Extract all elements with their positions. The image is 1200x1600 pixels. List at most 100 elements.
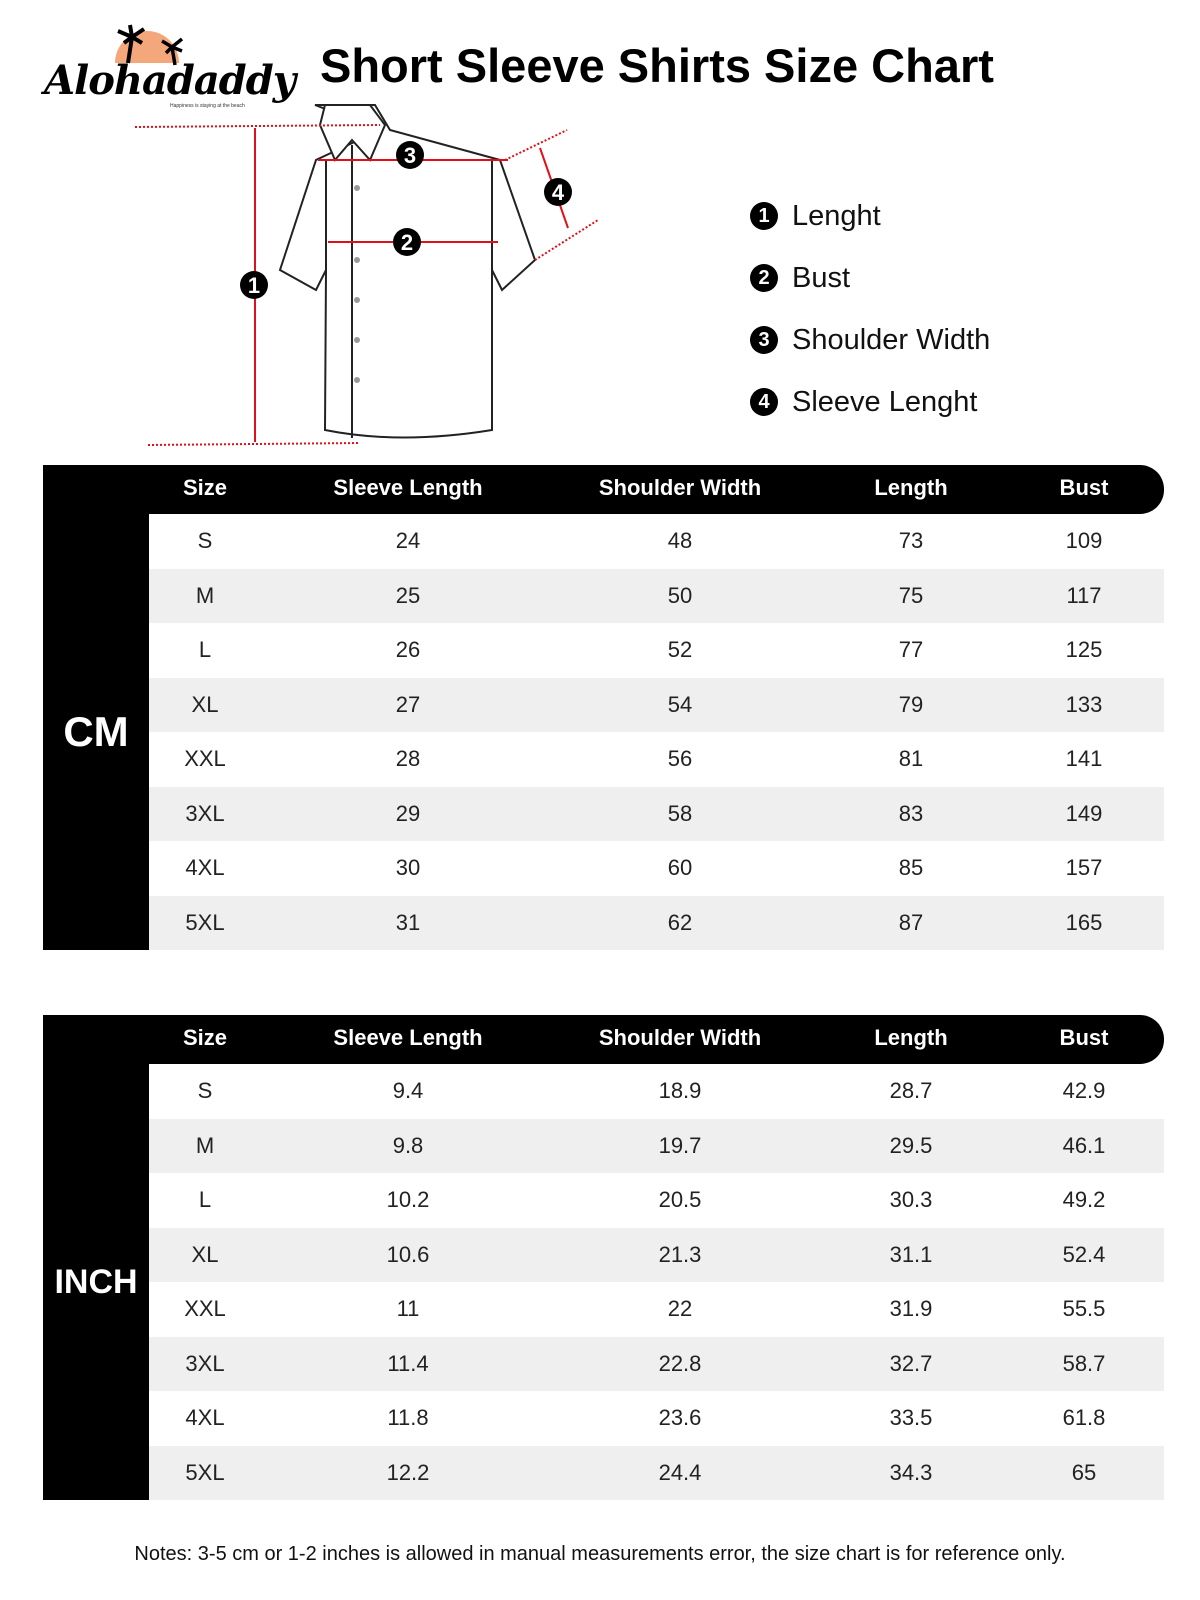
table-cell: 11 — [396, 1296, 420, 1321]
table-cell: M — [195, 1132, 215, 1158]
table-header: Size Sleeve Length Shoulder Width Length Bus… — [43, 465, 1164, 514]
table-cell: 52.4 — [1062, 1241, 1106, 1267]
table-cell: 19.7 — [658, 1132, 702, 1158]
column-header: Sleeve Length — [333, 1025, 483, 1050]
table-row: XL 10.6 21.3 31.1 52.4 — [149, 1227, 1164, 1282]
legend-item: 2 Bust — [750, 247, 990, 309]
number-icon: 1 — [750, 202, 778, 230]
marker-1: 1 — [248, 273, 260, 298]
notes: Notes: 3-5 cm or 1-2 inches is allowed i… — [134, 1543, 1066, 1565]
table-cell: 31 — [395, 909, 421, 935]
number-icon: 2 — [750, 264, 778, 292]
table-cell: 48 — [667, 528, 693, 553]
table-row: 3XL 11.4 22.8 32.7 58.7 — [149, 1336, 1164, 1391]
table-cell: L — [198, 637, 212, 662]
legend-label: Bust — [792, 261, 851, 294]
table-cell: 65 — [1071, 1459, 1097, 1485]
table-cell: 157 — [1065, 855, 1103, 880]
table-cell: 3XL — [185, 800, 225, 826]
table-cell: 75 — [898, 582, 924, 608]
table-cell: 4XL — [185, 855, 225, 880]
column-header: Length — [874, 475, 948, 500]
table-cell: 60 — [667, 855, 693, 880]
table-cell: 5XL — [185, 909, 225, 935]
table-row: M 9.8 19.7 29.5 46.1 — [149, 1118, 1164, 1173]
table-cell: 23.6 — [658, 1405, 702, 1430]
table-cell: 49.2 — [1062, 1187, 1106, 1212]
brand-tagline: Happiness is staying at the beach — [170, 103, 245, 109]
table-cell: 21.3 — [658, 1241, 702, 1267]
table-cell: 58.7 — [1062, 1350, 1106, 1376]
table-cell: 85 — [898, 855, 924, 880]
table-cell: 29.5 — [889, 1132, 933, 1158]
table-row: 5XL 12.2 24.4 34.3 65 — [149, 1445, 1164, 1500]
table-cell: 30.3 — [889, 1187, 933, 1212]
table-row: L 10.2 20.5 30.3 49.2 — [149, 1173, 1164, 1228]
brand-name: Alohadaddy — [44, 57, 296, 104]
page-title: Short Sleeve Shirts Size Chart — [320, 39, 994, 92]
table-cell: 4XL — [185, 1405, 225, 1430]
table-row: L 26 52 77 125 — [149, 623, 1164, 678]
table-cell: 27 — [395, 691, 421, 717]
table-cell: 54 — [667, 691, 693, 717]
table-header: Size Sleeve Length Shoulder Width Length Bus… — [43, 1015, 1164, 1064]
table-cell: 73 — [898, 528, 924, 553]
legend-item: 1 Lenght — [750, 185, 990, 247]
table-cell: 79 — [898, 691, 924, 717]
size-table-inch: Size Sleeve Length Shoulder Width Length Bus… — [43, 1015, 1164, 1500]
table-row: XXL 11 22 31.9 55.5 — [149, 1282, 1164, 1337]
table-cell: M — [195, 582, 215, 608]
table-cell: 10.6 — [386, 1241, 430, 1267]
table-cell: 12.2 — [386, 1459, 430, 1485]
shirt-diagram: 1 2 3 4 — [134, 104, 599, 446]
table-cell: 31.9 — [889, 1296, 933, 1321]
table-cell: 81 — [898, 746, 924, 771]
table-cell: S — [197, 1078, 213, 1103]
legend-label: Lenght — [792, 199, 881, 232]
table-row: S 9.4 18.9 28.7 42.9 — [149, 1064, 1164, 1119]
column-header: Size — [182, 475, 228, 500]
table-cell: 117 — [1066, 582, 1102, 608]
table-cell: 20.5 — [658, 1187, 702, 1212]
table-cell: 24 — [395, 528, 421, 553]
table-row: S 24 48 73 109 — [149, 514, 1164, 569]
number-icon: 4 — [750, 388, 778, 416]
table-cell: 46.1 — [1062, 1132, 1106, 1158]
table-row: 4XL 30 60 85 157 — [149, 841, 1164, 896]
table-cell: 9.4 — [392, 1078, 424, 1103]
table-cell: 10.2 — [386, 1187, 430, 1212]
table-cell: 125 — [1065, 637, 1103, 662]
legend-label: Shoulder Width — [792, 323, 991, 356]
table-row: 5XL 31 62 87 165 — [149, 895, 1164, 950]
table-cell: 34.3 — [889, 1459, 933, 1485]
table-cell: 149 — [1065, 800, 1103, 826]
table-row: 4XL 11.8 23.6 33.5 61.8 — [149, 1391, 1164, 1446]
table-cell: 31.1 — [889, 1241, 933, 1267]
size-table-cm: Size Sleeve Length Shoulder Width Length Bus… — [43, 465, 1164, 950]
table-cell: 32.7 — [889, 1350, 933, 1376]
table-cell: L — [198, 1187, 212, 1212]
column-header: Length — [874, 1025, 948, 1050]
table-cell: 26 — [395, 637, 421, 662]
table-cell: 18.9 — [658, 1078, 702, 1103]
table-cell: 141 — [1065, 746, 1103, 771]
unit-label: CM — [43, 514, 149, 950]
table-cell: 11.8 — [387, 1405, 429, 1430]
table-row: 3XL 29 58 83 149 — [149, 786, 1164, 841]
table-cell: 3XL — [185, 1350, 225, 1376]
table-cell: 52 — [667, 637, 693, 662]
marker-4: 4 — [552, 180, 565, 205]
table-cell: 165 — [1065, 909, 1103, 935]
table-cell: 5XL — [185, 1459, 225, 1485]
table-cell: 22.8 — [658, 1350, 702, 1376]
table-row: M 25 50 75 117 — [149, 568, 1164, 623]
legend-label: Sleeve Lenght — [792, 385, 978, 418]
table-cell: S — [197, 528, 213, 553]
table-cell: 77 — [898, 637, 924, 662]
table-cell: 28 — [395, 746, 421, 771]
table-cell: 87 — [898, 909, 924, 935]
column-header: Bust — [1059, 475, 1109, 500]
table-cell: XXL — [184, 746, 226, 771]
unit-label: INCH — [43, 1064, 149, 1500]
table-cell: 50 — [667, 582, 693, 608]
